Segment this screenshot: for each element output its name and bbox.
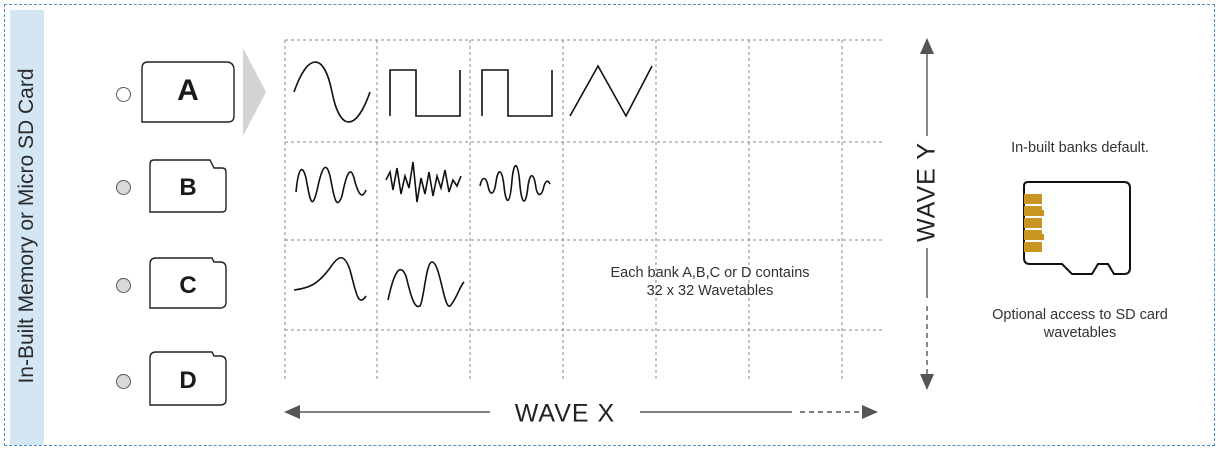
wave-x-label: WAVE X [506,399,624,429]
noise-wave-icon [385,161,462,203]
grid-caption-line1: Each bank A,B,C or D contains [610,265,810,281]
bank-a-label: A [177,74,199,107]
sd-card-icon [1023,181,1131,275]
rising-wave-icon [293,256,367,301]
grid-caption-line2: 32 x 32 Wavetables [646,283,774,299]
sine-wave-icon [293,61,371,123]
complex-wave-2-icon [479,164,551,202]
wave-y-label: WAVE Y [912,135,942,249]
grid-caption: Each bank A,B,C or D contains 32 x 32 Wa… [570,264,850,300]
wavetable-grid [284,39,884,380]
square-wave-icon [389,69,461,117]
sine-double-wave-icon [387,261,465,308]
bank-c-label: C [179,272,197,299]
diagram-frame [4,4,1215,446]
complex-wave-1-icon [295,166,367,204]
bank-b-label: B [179,174,197,201]
info-bottom-line2: wavetables [1043,325,1117,341]
bank-c-card [149,257,227,309]
info-bottom: Optional access to SD card wavetables [960,306,1200,342]
wave-x-arrow-left [284,405,300,419]
bank-b-radio[interactable] [116,180,131,195]
bank-d-radio[interactable] [116,374,131,389]
info-top: In-built banks default. [1011,140,1149,156]
side-bar [10,10,44,445]
pulse-wave-icon [481,69,553,117]
bank-c-radio[interactable] [116,278,131,293]
info-bottom-line1: Optional access to SD card [992,307,1168,323]
wave-x-arrow-right [862,405,878,419]
bank-a-radio[interactable] [116,87,131,102]
bank-b-card [149,159,227,213]
bank-a-card [141,61,235,123]
wave-y-arrow-down [920,374,934,390]
bank-d-label: D [179,367,197,394]
bank-d-card [149,351,227,406]
selection-arrow [243,48,266,136]
triangle-wave-icon [569,64,653,118]
wave-y-arrow-up [920,38,934,54]
